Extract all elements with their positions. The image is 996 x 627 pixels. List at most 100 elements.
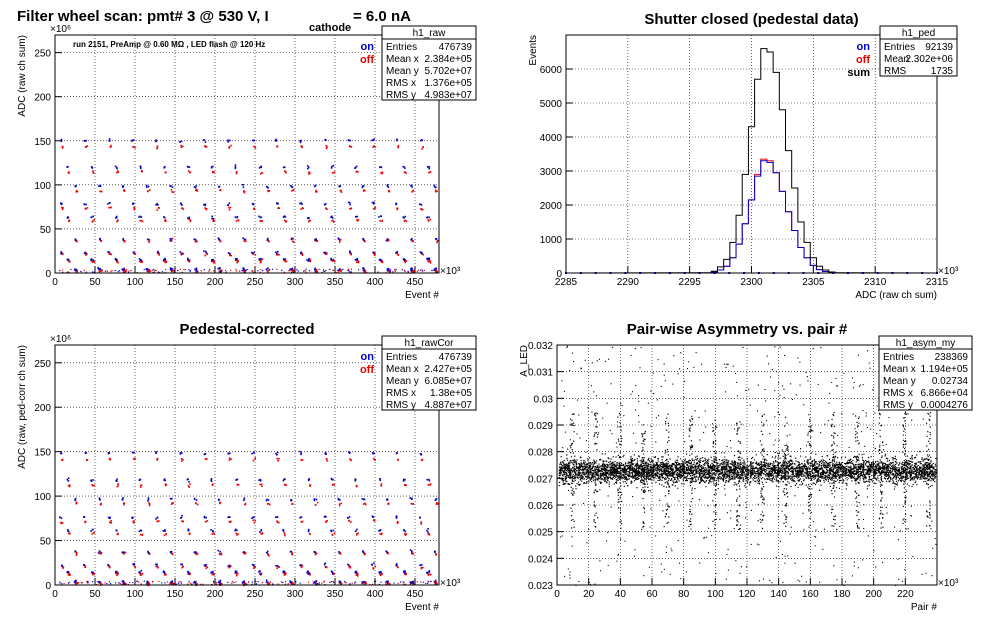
- stats-label: Mean y: [386, 376, 419, 387]
- data-point: [904, 481, 905, 482]
- stats-name: h1_raw: [413, 28, 447, 39]
- data-point: [677, 472, 678, 473]
- data-point-base: [98, 269, 99, 270]
- data-point: [829, 483, 830, 484]
- data-point-base: [272, 583, 273, 584]
- annotation: run 2151, PreAmp @ 0.60 MΩ , LED flash @…: [73, 40, 265, 49]
- data-point-on: [290, 500, 292, 502]
- data-point-base: [248, 582, 249, 583]
- figure-title-suffix: = 6.0 nA: [353, 8, 411, 25]
- data-point-off: [92, 220, 94, 222]
- data-point-on: [75, 498, 77, 500]
- data-point-on: [363, 239, 365, 241]
- data-point-off: [229, 255, 231, 257]
- data-point-off: [213, 573, 215, 575]
- data-point-on: [292, 187, 294, 189]
- data-point: [677, 477, 678, 478]
- data-point-off: [69, 484, 71, 486]
- data-point: [681, 477, 682, 478]
- data-point-base: [361, 583, 362, 584]
- data-point-on: [314, 268, 316, 270]
- data-point-base: [225, 270, 226, 271]
- data-point-base: [256, 583, 257, 584]
- data-point: [631, 466, 632, 467]
- data-point-base: [236, 270, 237, 271]
- data-point-on: [132, 203, 134, 205]
- data-point: [813, 473, 814, 474]
- data-point-off: [117, 219, 119, 221]
- data-point-off: [315, 554, 317, 556]
- data-point-on: [347, 517, 349, 519]
- data-point-off: [236, 262, 238, 264]
- data-point-base: [269, 269, 270, 270]
- data-point: [694, 460, 695, 461]
- data-point-off: [68, 172, 70, 174]
- data-point-on: [316, 499, 318, 501]
- data-point-base: [118, 582, 119, 583]
- data-point-off: [101, 552, 103, 554]
- data-point-off: [99, 582, 101, 584]
- data-point-base: [315, 581, 316, 582]
- data-point: [930, 480, 931, 481]
- data-point-off: [229, 521, 231, 523]
- data-point-off: [164, 262, 166, 264]
- data-point: [747, 461, 748, 462]
- data-point-off: [358, 262, 360, 264]
- data-point-off: [171, 270, 173, 272]
- data-point-off: [156, 147, 158, 149]
- data-point-off: [437, 240, 439, 242]
- data-point-on: [219, 551, 221, 553]
- data-point-on: [356, 529, 358, 531]
- data-point-base: [132, 582, 133, 583]
- data-point-off: [100, 503, 102, 505]
- data-point-on: [267, 239, 269, 241]
- data-point: [631, 470, 632, 471]
- data-point: [564, 460, 565, 461]
- data-point: [908, 460, 909, 461]
- data-point-off: [315, 191, 317, 193]
- data-point-off: [268, 191, 270, 193]
- data-point-on: [187, 478, 189, 480]
- data-point-on: [333, 259, 335, 261]
- data-point-on: [141, 570, 143, 572]
- data-point: [567, 460, 568, 461]
- data-point-off: [421, 459, 423, 461]
- data-point-off: [124, 240, 126, 242]
- data-point-off: [140, 486, 142, 488]
- data-point: [837, 457, 838, 458]
- data-point-off: [197, 504, 199, 506]
- data-point-on: [275, 565, 277, 567]
- data-point-base: [288, 583, 289, 584]
- data-point: [761, 463, 762, 464]
- data-point-on: [242, 184, 244, 186]
- data-point: [908, 478, 909, 479]
- data-point-off: [182, 521, 184, 523]
- data-point: [606, 479, 607, 480]
- data-point: [780, 458, 781, 459]
- y-tick-label: 0: [556, 269, 562, 280]
- data-point-off: [171, 191, 173, 193]
- stats-label: Mean x: [386, 54, 419, 65]
- data-point-base: [111, 270, 112, 271]
- data-point-off: [61, 207, 63, 209]
- data-point: [670, 459, 671, 460]
- data-point: [723, 481, 724, 482]
- data-point-off: [332, 172, 334, 174]
- data-point: [578, 482, 579, 483]
- data-point-off: [350, 253, 352, 255]
- data-point: [757, 468, 758, 469]
- data-point: [809, 486, 810, 487]
- data-point-base: [308, 582, 309, 583]
- data-point-off: [212, 261, 214, 263]
- data-point-off: [244, 583, 246, 585]
- data-point: [919, 466, 920, 467]
- data-point: [880, 477, 881, 478]
- data-point: [605, 453, 606, 454]
- data-point-base: [288, 270, 289, 271]
- data-point: [745, 487, 746, 488]
- data-point-base: [365, 582, 366, 583]
- data-point: [575, 485, 576, 486]
- data-point-on: [109, 517, 111, 519]
